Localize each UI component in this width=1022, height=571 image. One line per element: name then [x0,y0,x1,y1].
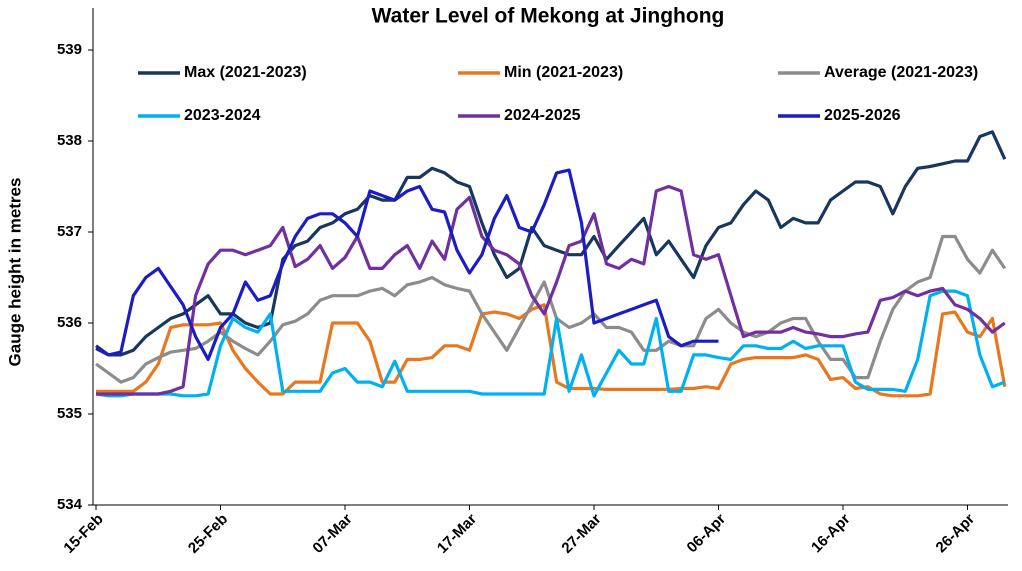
y-tick-label: 539 [57,41,82,58]
series-line [95,168,719,361]
legend-label: 2023-2024 [184,107,261,124]
x-tick-label: 06-Apr [684,511,730,557]
x-tick-label: 17-Mar [434,511,480,557]
x-tick-label: 27-Mar [558,511,604,557]
y-axis-title: Gauge height in metres [5,178,24,367]
y-tick-label: 537 [57,223,82,240]
chart-title: Water Level of Mekong at Jinghong [372,5,725,28]
series-line [95,289,1006,398]
y-tick-label: 534 [57,496,83,513]
legend-label: 2025-2026 [824,107,901,124]
x-tick-label: 26-Apr [933,511,979,557]
y-tick-label: 536 [57,314,82,331]
x-tick-label: 15-Feb [60,511,106,557]
series-line [96,184,1006,396]
legend-label: Max (2021-2023) [184,64,307,81]
legend-label: 2024-2025 [504,107,581,124]
y-tick-label: 535 [57,405,82,422]
series-line [95,130,1007,357]
x-tick-label: 16-Apr [808,511,854,557]
legend-label: Min (2021-2023) [504,64,623,81]
legend-label: Average (2021-2023) [824,64,978,81]
x-tick-label: 25-Feb [185,511,231,557]
y-tick-label: 538 [57,132,82,149]
series-line [96,303,1007,398]
x-tick-label: 07-Mar [309,511,355,557]
